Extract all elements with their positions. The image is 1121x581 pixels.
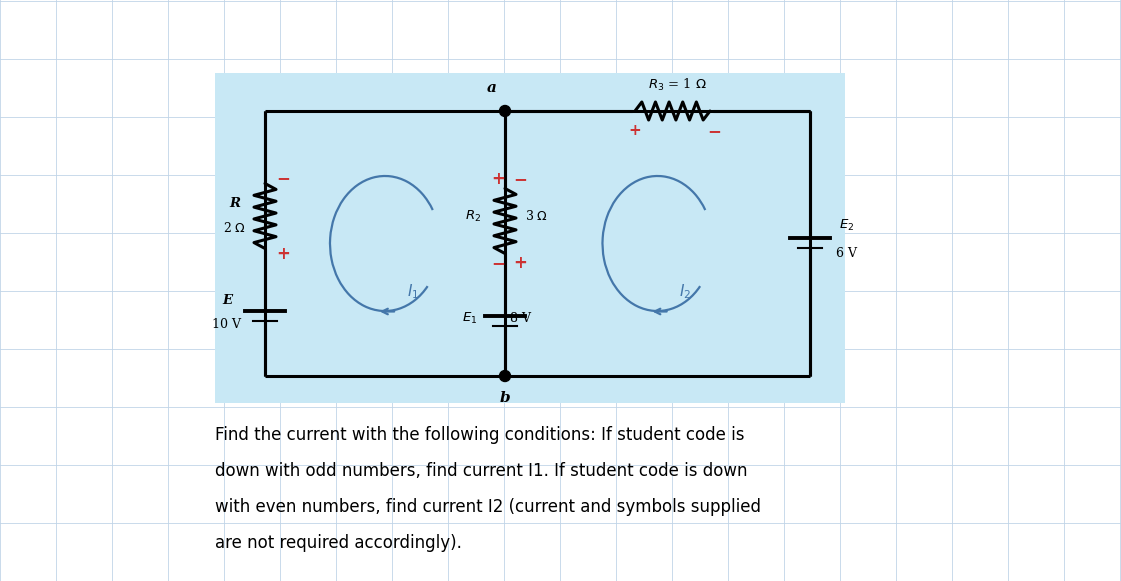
Text: $E_2$: $E_2$ <box>840 218 854 233</box>
Text: with even numbers, find current I2 (current and symbols supplied: with even numbers, find current I2 (curr… <box>215 498 761 516</box>
Circle shape <box>500 371 510 382</box>
Text: $R_2$: $R_2$ <box>465 209 481 224</box>
Text: 6 V: 6 V <box>836 247 858 260</box>
Text: E: E <box>222 295 232 307</box>
Text: $E_1$: $E_1$ <box>462 310 478 325</box>
Text: a: a <box>487 81 497 95</box>
Text: $I_2$: $I_2$ <box>679 282 692 301</box>
Text: down with odd numbers, find current I1. If student code is down: down with odd numbers, find current I1. … <box>215 462 748 480</box>
Text: Find the current with the following conditions: If student code is: Find the current with the following cond… <box>215 426 744 444</box>
Text: +: + <box>491 170 504 188</box>
Text: 10 V: 10 V <box>213 317 241 331</box>
Text: −: − <box>707 122 722 140</box>
Text: $I_1$: $I_1$ <box>407 282 419 301</box>
Bar <box>215 73 845 403</box>
Text: $R_3$ = 1 $\Omega$: $R_3$ = 1 $\Omega$ <box>648 77 707 93</box>
Text: −: − <box>513 170 527 188</box>
Text: −: − <box>491 254 504 272</box>
Circle shape <box>500 106 510 117</box>
Text: 3 $\Omega$: 3 $\Omega$ <box>526 209 548 223</box>
Text: 8 V: 8 V <box>510 311 530 325</box>
Text: b: b <box>500 391 510 405</box>
Text: R: R <box>230 198 241 210</box>
Text: −: − <box>276 169 290 187</box>
Text: +: + <box>276 245 290 263</box>
Text: 2 $\Omega$: 2 $\Omega$ <box>223 221 247 235</box>
Text: +: + <box>628 124 641 138</box>
Text: +: + <box>513 254 527 272</box>
Text: are not required accordingly).: are not required accordingly). <box>215 534 462 552</box>
